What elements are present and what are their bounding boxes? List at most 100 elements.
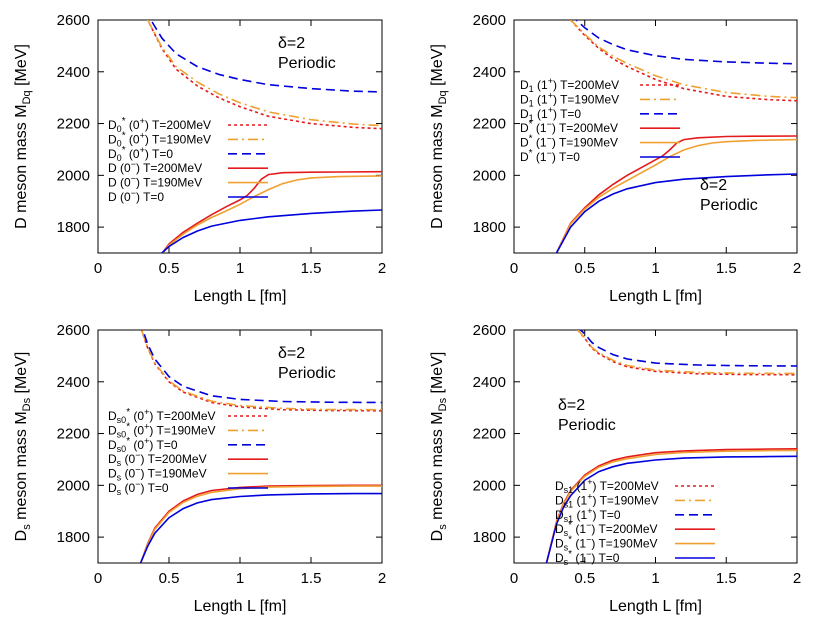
x-tick-label: 1: [236, 260, 244, 277]
y-tick-label: 1800: [473, 529, 506, 546]
legend-entry: Ds* (1−) T=200MeV: [555, 520, 658, 538]
legend-entry: D* (1−) T=190MeV: [520, 134, 618, 150]
legend-entry: Ds1 (1+) T=0: [555, 506, 621, 524]
annotation-label: δ=2: [700, 177, 727, 194]
series-line-1: [146, 20, 382, 130]
legend-entry: D* (1−) T=0: [520, 148, 580, 164]
x-tick-label: 1: [651, 260, 659, 277]
x-tick-label: 0.5: [574, 570, 595, 587]
x-tick-label: 0: [510, 570, 518, 587]
series-line-5: [161, 175, 382, 253]
series-line-1: [570, 20, 797, 102]
series-line-4: [139, 484, 382, 563]
legend-entry: D1 (1+) T=200MeV: [520, 76, 619, 94]
x-axis-label: Length L [fm]: [609, 288, 702, 305]
x-axis-label: Length L [fm]: [194, 598, 287, 615]
x-tick-label: 1.5: [301, 260, 322, 277]
annotation-label: Periodic: [278, 55, 336, 72]
series-line-6: [555, 173, 797, 253]
y-axis-label: Ds meson mass MDs [MeV]: [13, 352, 33, 542]
y-tick-label: 2400: [57, 374, 90, 391]
x-tick-label: 1: [651, 570, 659, 587]
y-tick-label: 2000: [473, 477, 506, 494]
legend-entry: D* (1−) T=200MeV: [520, 119, 618, 135]
series-line-1: [140, 330, 382, 412]
annotation-label: δ=2: [278, 35, 305, 52]
series-line-2: [146, 20, 382, 127]
series-line-5: [139, 485, 382, 563]
legend-entry: Ds* (1−) T=0: [555, 549, 620, 567]
y-tick-label: 2000: [473, 167, 506, 184]
annotation-label: Periodic: [278, 365, 336, 382]
legend-entry: D (0−) T=200MeV: [108, 159, 202, 175]
series-line-3: [579, 330, 797, 367]
y-tick-label: 2200: [473, 116, 506, 133]
series-line-3: [141, 330, 382, 404]
legend-entry: D0* (0+) T=200MeV: [108, 116, 211, 134]
x-tick-label: 2: [793, 260, 801, 277]
legend-entry: D1 (1+) T=0: [520, 105, 581, 123]
series-line-4: [161, 170, 382, 253]
x-tick-label: 0: [94, 570, 102, 587]
series-line-3: [149, 20, 382, 93]
y-tick-label: 2600: [473, 322, 506, 339]
y-tick-label: 2000: [57, 477, 90, 494]
legend-entry: D0* (0+) T=0: [108, 145, 173, 163]
x-tick-label: 1.5: [716, 260, 737, 277]
y-tick-label: 2200: [473, 426, 506, 443]
y-tick-label: 2600: [57, 322, 90, 339]
legend-entry: Ds (0−) T=190MeV: [108, 465, 207, 483]
y-tick-label: 2600: [473, 12, 506, 29]
y-tick-label: 1800: [57, 219, 90, 236]
x-axis-label: Length L [fm]: [194, 288, 287, 305]
y-tick-label: 2400: [57, 64, 90, 81]
series-line-6: [139, 492, 382, 563]
x-tick-label: 2: [378, 570, 386, 587]
annotation-label: δ=2: [278, 345, 305, 362]
legend-entry: Ds (0−) T=0: [108, 479, 169, 497]
x-tick-label: 0.5: [574, 260, 595, 277]
x-axis-label: Length L [fm]: [609, 598, 702, 615]
legend-entry: Ds0* (0+) T=200MeV: [108, 407, 216, 425]
y-axis-label: D meson mass MDq [MeV]: [13, 44, 33, 229]
series-line-2: [577, 330, 797, 375]
x-tick-label: 0: [510, 260, 518, 277]
x-tick-label: 1: [236, 570, 244, 587]
y-tick-label: 2600: [57, 12, 90, 29]
legend-entry: Ds (0−) T=200MeV: [108, 450, 207, 468]
series-line-5: [545, 449, 797, 563]
legend-entry: Ds1 (1+) T=200MeV: [555, 477, 659, 495]
x-tick-label: 0.5: [159, 260, 180, 277]
legend-entry: Ds* (1−) T=190MeV: [555, 535, 658, 553]
legend-entry: Ds0* (0+) T=0: [108, 436, 178, 454]
y-tick-label: 1800: [473, 219, 506, 236]
legend-entry: Ds1 (1+) T=190MeV: [555, 491, 659, 509]
legend-entry: D (0−) T=190MeV: [108, 174, 202, 190]
legend-entry: Ds0* (0+) T=190MeV: [108, 421, 216, 439]
legend-entry: D (0−) T=0: [108, 188, 164, 204]
y-tick-label: 2000: [57, 167, 90, 184]
series-line-6: [161, 209, 382, 253]
y-axis-label: D meson mass MDq [MeV]: [429, 44, 449, 229]
annotation-label: Periodic: [558, 417, 616, 434]
series-line-6: [545, 455, 797, 563]
y-tick-label: 2200: [57, 426, 90, 443]
y-tick-label: 2400: [473, 64, 506, 81]
x-tick-label: 2: [793, 570, 801, 587]
chart-panel-1: 0 0.5 1 1.5 2 1800 2000 2200 2400 2600 Length L [f…: [13, 12, 386, 305]
legend-entry: D0* (0+) T=190MeV: [108, 130, 211, 148]
series-line-2: [140, 330, 382, 411]
y-tick-label: 1800: [57, 529, 90, 546]
series-line-1: [577, 330, 797, 376]
x-tick-label: 2: [378, 260, 386, 277]
chart-panel-4: 0 0.5 1 1.5 2 1800 2000 2200 2400 2600 Length L [f…: [429, 322, 801, 615]
series-line-5: [555, 138, 797, 253]
chart-panel-3: 0 0.5 1 1.5 2 1800 2000 2200 2400 2600 Length L [f…: [13, 322, 386, 615]
x-tick-label: 0.5: [159, 570, 180, 587]
legend-entry: D1 (1+) T=190MeV: [520, 90, 619, 108]
x-tick-label: 0: [94, 260, 102, 277]
annotation-label: δ=2: [558, 397, 585, 414]
y-tick-label: 2200: [57, 116, 90, 133]
y-tick-label: 2400: [473, 374, 506, 391]
